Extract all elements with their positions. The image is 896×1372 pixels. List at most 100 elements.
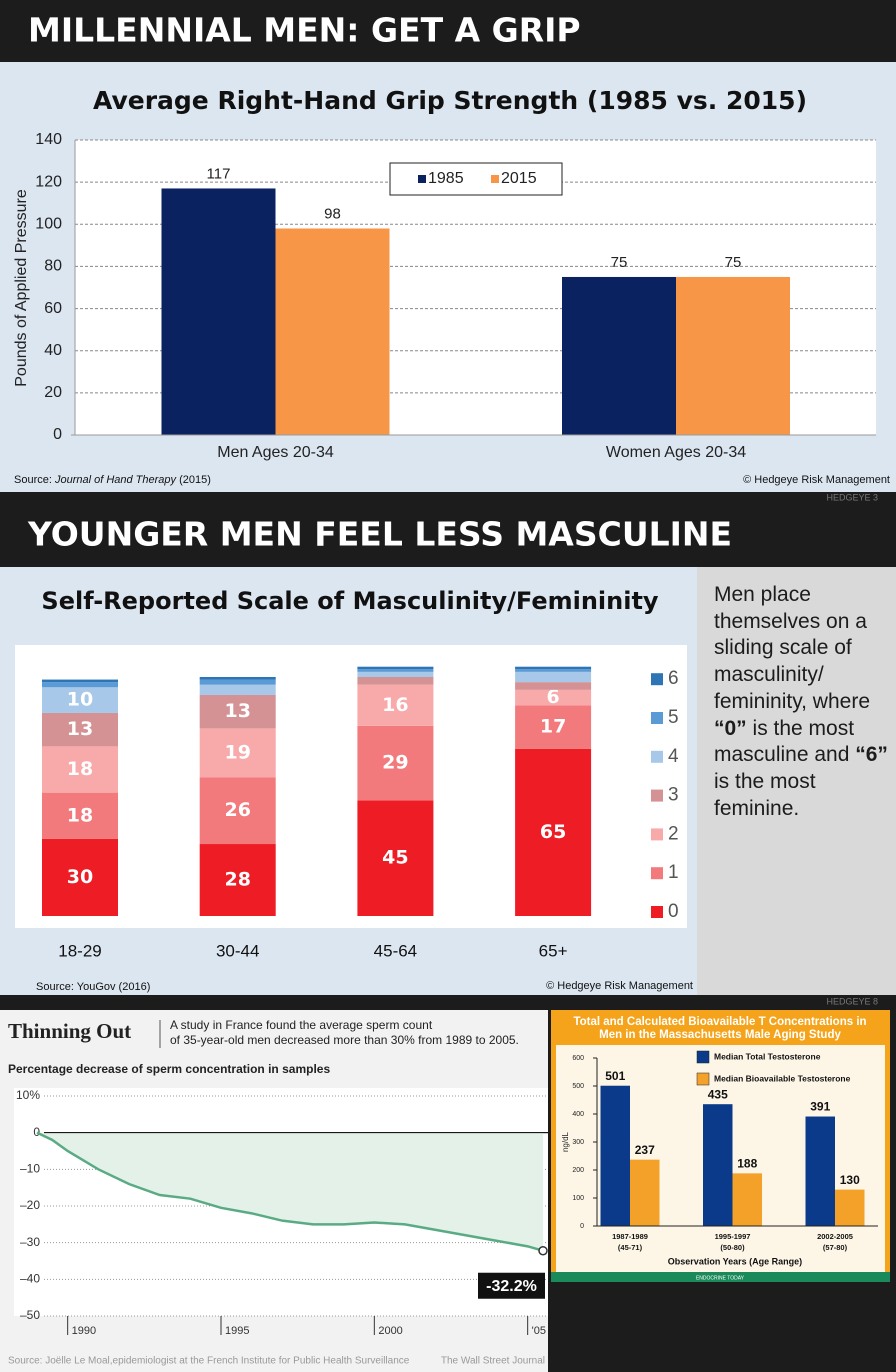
y-tick-label: 100 xyxy=(572,1195,584,1202)
bar xyxy=(562,276,676,435)
chart-title: Thinning Out xyxy=(8,1019,131,1043)
note-text: is the most feminine. xyxy=(714,769,816,820)
y-tick-label: 0 xyxy=(53,426,62,443)
legend-label: 5 xyxy=(668,707,679,728)
bar xyxy=(732,1173,762,1226)
data-label: 45 xyxy=(382,847,408,869)
bar xyxy=(676,276,790,435)
x-tick-label: 65+ xyxy=(539,941,568,960)
y-tick-label: –40 xyxy=(20,1272,40,1286)
data-label: 6 xyxy=(546,686,559,708)
y-tick-label: 100 xyxy=(35,216,62,233)
source-text: (2015) xyxy=(176,474,211,486)
page-mark: HEDGEYE 3 xyxy=(826,492,878,502)
legend-swatch xyxy=(651,673,663,686)
bar-segment xyxy=(515,689,592,706)
data-label: 13 xyxy=(67,718,93,740)
x-tick-label: (45-71) xyxy=(618,1243,643,1252)
legend-label: 0 xyxy=(668,901,679,922)
legend-swatch xyxy=(696,1072,710,1086)
source: Source: YouGov (2016) xyxy=(36,981,150,993)
bar-segment xyxy=(42,687,118,713)
annotation: -32.2% xyxy=(486,1278,537,1295)
data-label: 18 xyxy=(67,804,93,826)
x-axis-label: Observation Years (Age Range) xyxy=(668,1256,802,1266)
page-mark: HEDGEYE 8 xyxy=(826,996,878,1006)
legend-swatch xyxy=(491,175,499,183)
bar-segment xyxy=(42,746,118,793)
data-label: 19 xyxy=(224,741,250,763)
source: Source: Journal of Hand Therapy (2015) xyxy=(14,474,211,486)
credit: © Hedgeye Risk Management xyxy=(546,980,693,992)
legend-swatch xyxy=(651,750,663,763)
source: Source: Joëlle Le Moal,epidemiologist at… xyxy=(8,1356,410,1367)
credit: The Wall Street Journal xyxy=(441,1356,545,1367)
bar xyxy=(600,1085,630,1226)
y-tick-label: 200 xyxy=(572,1167,584,1174)
data-label: 30 xyxy=(67,866,93,888)
data-label: 435 xyxy=(708,1087,728,1101)
bar-segment xyxy=(199,684,276,695)
side-note: Men place themselves on a sliding scale … xyxy=(714,582,888,822)
data-label: 75 xyxy=(725,254,742,271)
bar xyxy=(703,1104,733,1226)
axis-title: Percentage decrease of sperm concentrati… xyxy=(8,1062,330,1076)
note-emphasis: “0” xyxy=(714,716,747,740)
legend-label: 1 xyxy=(668,862,679,883)
y-tick-label: 20 xyxy=(44,384,62,401)
y-axis-label: ng/dL xyxy=(561,1131,570,1152)
legend-label: 1985 xyxy=(428,170,464,187)
bar-segment xyxy=(515,669,592,672)
footer: ENDOCRINE TODAY xyxy=(696,1275,745,1281)
bar-segment xyxy=(199,679,276,685)
x-tick-label: (57-80) xyxy=(823,1243,848,1252)
x-tick-label: 2000 xyxy=(378,1325,402,1337)
x-tick-label: 1987-1989 xyxy=(612,1232,648,1241)
data-label: 17 xyxy=(540,716,566,738)
data-label: 75 xyxy=(611,254,628,271)
bar-segment xyxy=(42,838,118,916)
legend-label: 2015 xyxy=(501,170,537,187)
bar-segment xyxy=(515,671,592,683)
chart-title: Self-Reported Scale of Masculinity/Femin… xyxy=(41,587,659,615)
bar-segment xyxy=(357,666,434,670)
y-tick-label: 120 xyxy=(35,173,62,190)
legend-swatch xyxy=(651,906,663,918)
y-tick-label: 40 xyxy=(44,342,62,359)
data-label: 98 xyxy=(324,205,341,222)
y-tick-label: 140 xyxy=(35,131,62,148)
bar xyxy=(275,228,390,435)
x-tick-label: '05 xyxy=(532,1325,546,1337)
subtitle: A study in France found the average sper… xyxy=(170,1018,433,1032)
y-tick-label: –50 xyxy=(20,1308,40,1322)
legend-swatch xyxy=(651,867,663,880)
note-text: is the most masculine and xyxy=(714,716,856,767)
data-label: 117 xyxy=(207,165,231,182)
data-label: 13 xyxy=(224,700,250,722)
area-fill xyxy=(37,1132,543,1251)
bar-segment xyxy=(357,684,434,726)
section-header: MILLENNIAL MEN: GET A GRIP xyxy=(28,11,581,50)
data-label: 65 xyxy=(540,821,566,843)
legend-swatch xyxy=(418,175,426,183)
y-axis-label: Pounds of Applied Pressure xyxy=(13,189,30,387)
data-label: 188 xyxy=(737,1157,757,1171)
bar-segment xyxy=(515,705,592,749)
source-text: Source: xyxy=(14,474,55,486)
bar-segment xyxy=(199,676,276,680)
y-tick-label: 400 xyxy=(572,1111,584,1118)
data-label: 28 xyxy=(224,869,250,891)
chart-title: Average Right-Hand Grip Strength (1985 v… xyxy=(93,86,807,115)
legend-label: 4 xyxy=(668,746,679,767)
annotation-box xyxy=(478,1272,545,1299)
bar-segment xyxy=(515,666,592,670)
bar-segment xyxy=(199,844,276,916)
bar-segment xyxy=(357,725,434,801)
x-tick-label: 18-29 xyxy=(58,941,101,960)
y-tick-label: –20 xyxy=(20,1198,40,1212)
bar-segment xyxy=(42,682,118,688)
data-label: 26 xyxy=(224,799,250,821)
legend-swatch xyxy=(696,1050,710,1064)
data-label: 29 xyxy=(382,752,408,774)
